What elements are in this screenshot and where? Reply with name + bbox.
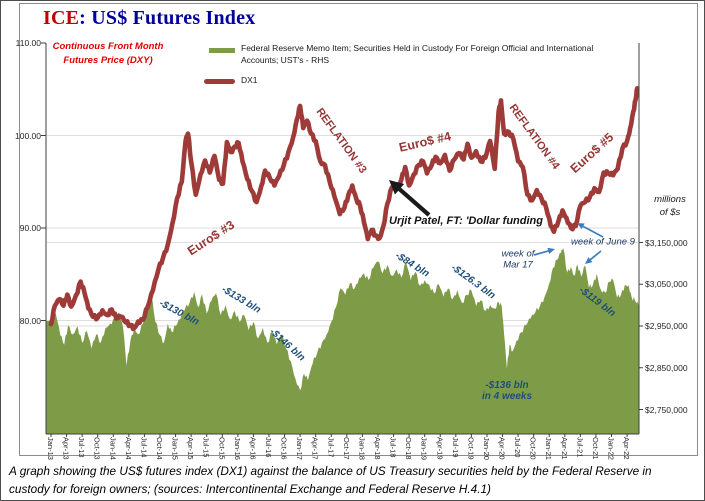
x-axis-tick-label: Apr-16	[248, 437, 258, 460]
dx1-line-series	[48, 86, 640, 332]
right-axis-tick-label: $2,850,000	[645, 362, 688, 373]
x-axis-tick-label: Apr-22	[622, 437, 632, 460]
x-axis-tick-label: Jan-14	[108, 437, 118, 460]
right-axis-tick-label: $3,150,000	[645, 237, 688, 248]
x-axis-tick-label: Apr-18	[372, 437, 382, 460]
custody-series-swatch	[209, 48, 235, 53]
x-axis-tick-label: Oct-17	[341, 437, 351, 460]
x-axis-tick-label: Apr-21	[559, 437, 569, 460]
custody-series-label: Federal Reserve Memo Item; Securities He…	[241, 43, 594, 65]
dxy-price-note: Continuous Front Month Futures Price (DX…	[37, 40, 179, 68]
annotation-arrows	[389, 180, 604, 264]
x-axis-tick-label: Jan-16	[232, 437, 242, 460]
dxy-note-line1: Continuous Front Month	[52, 41, 164, 52]
x-axis-tick-label: Jan-17	[295, 437, 305, 460]
x-axis-tick-label: Oct-18	[404, 437, 414, 460]
custody-area-series	[46, 248, 639, 434]
left-axis-tick-label: 90.00	[19, 223, 41, 233]
right-axis-title-line1: millions	[654, 194, 686, 205]
week-of-mar-17-annotation: week of Mar 17	[501, 248, 535, 270]
axes	[41, 42, 643, 437]
week-of-june-9-annotation: week of June 9	[571, 236, 635, 248]
x-axis-tick-label: Apr-19	[435, 437, 445, 460]
drop-136bln-annotation: -$136 bln in 4 weeks	[481, 379, 533, 402]
x-axis-tick-label: Jul-20	[513, 437, 523, 458]
right-axis-title: millions of $s	[639, 193, 701, 219]
x-axis-tick-label: Jan-20	[481, 437, 491, 460]
left-axis-tick-label: 110.00	[15, 38, 41, 48]
dxy-note-line2: Futures Price (DXY)	[63, 55, 153, 66]
right-axis-tick-label: $2,750,000	[645, 404, 688, 415]
x-axis-tick-label: Jul-21	[575, 437, 585, 458]
x-axis-tick-label: Jul-13	[77, 437, 87, 458]
x-axis-tick-label: Jan-13	[46, 437, 55, 460]
june9-dx1-arrow	[577, 223, 604, 238]
x-axis-tick-label: Jul-19	[450, 437, 460, 458]
mar17-arrow	[533, 247, 555, 256]
x-axis-tick-label: Jan-15	[170, 437, 180, 460]
x-axis-tick-label: Oct-14	[154, 437, 164, 460]
title-rest: : US$ Futures Index	[79, 7, 256, 29]
x-axis-tick-label: Jul-15	[201, 437, 211, 458]
x-axis-tick-label: Oct-15	[217, 437, 227, 460]
x-axis-tick-label: Oct-16	[279, 437, 289, 460]
right-axis-tick-label: $3,050,000	[645, 279, 688, 290]
x-axis-tick-label: Oct-19	[466, 437, 476, 460]
x-axis-tick-label: Apr-13	[61, 437, 71, 460]
left-axis-tick-label: 100.00	[15, 130, 41, 141]
x-axis-tick-label: Apr-17	[310, 437, 320, 460]
right-axis-title-line2: of $s	[659, 207, 681, 218]
x-axis-tick-label: Oct-13	[92, 437, 102, 460]
figure-caption: A graph showing the US$ futures index (D…	[9, 464, 652, 496]
x-axis-tick-label: Apr-20	[497, 437, 507, 460]
x-axis-tick-label: Jul-16	[263, 437, 273, 458]
x-axis-tick-label: Jan-18	[357, 437, 367, 460]
x-axis-tick-label: Jan-21	[544, 437, 554, 460]
dx1-series-swatch	[204, 79, 235, 84]
x-axis-tick-label: Jan-19	[419, 437, 429, 460]
left-axis-tick-label: 80.00	[19, 315, 41, 326]
x-axis-tick-label: Apr-14	[123, 437, 133, 460]
x-axis-tick-label: Jul-14	[139, 437, 149, 458]
patel-arrow	[389, 180, 431, 217]
urjit-patel-quote-annotation: Urjit Patel, FT: 'Dollar funding	[389, 214, 543, 227]
x-axis-tick-label: Apr-15	[186, 437, 196, 460]
june9-custody-arrow	[585, 250, 602, 264]
x-axis-tick-label: Oct-21	[590, 437, 600, 460]
title-prefix: ICE	[43, 7, 80, 29]
page-title: ICE: US$ Futures Index	[43, 7, 255, 30]
x-axis-tick-label: Jul-18	[388, 437, 398, 458]
x-axis-tick-label: Oct-20	[528, 437, 538, 460]
x-axis-tick-label: Jan-22	[606, 437, 616, 460]
right-axis-tick-label: $2,950,000	[645, 321, 688, 331]
x-axis-tick-label: Jul-17	[326, 437, 336, 458]
dx1-series-label: DX1	[241, 75, 258, 85]
